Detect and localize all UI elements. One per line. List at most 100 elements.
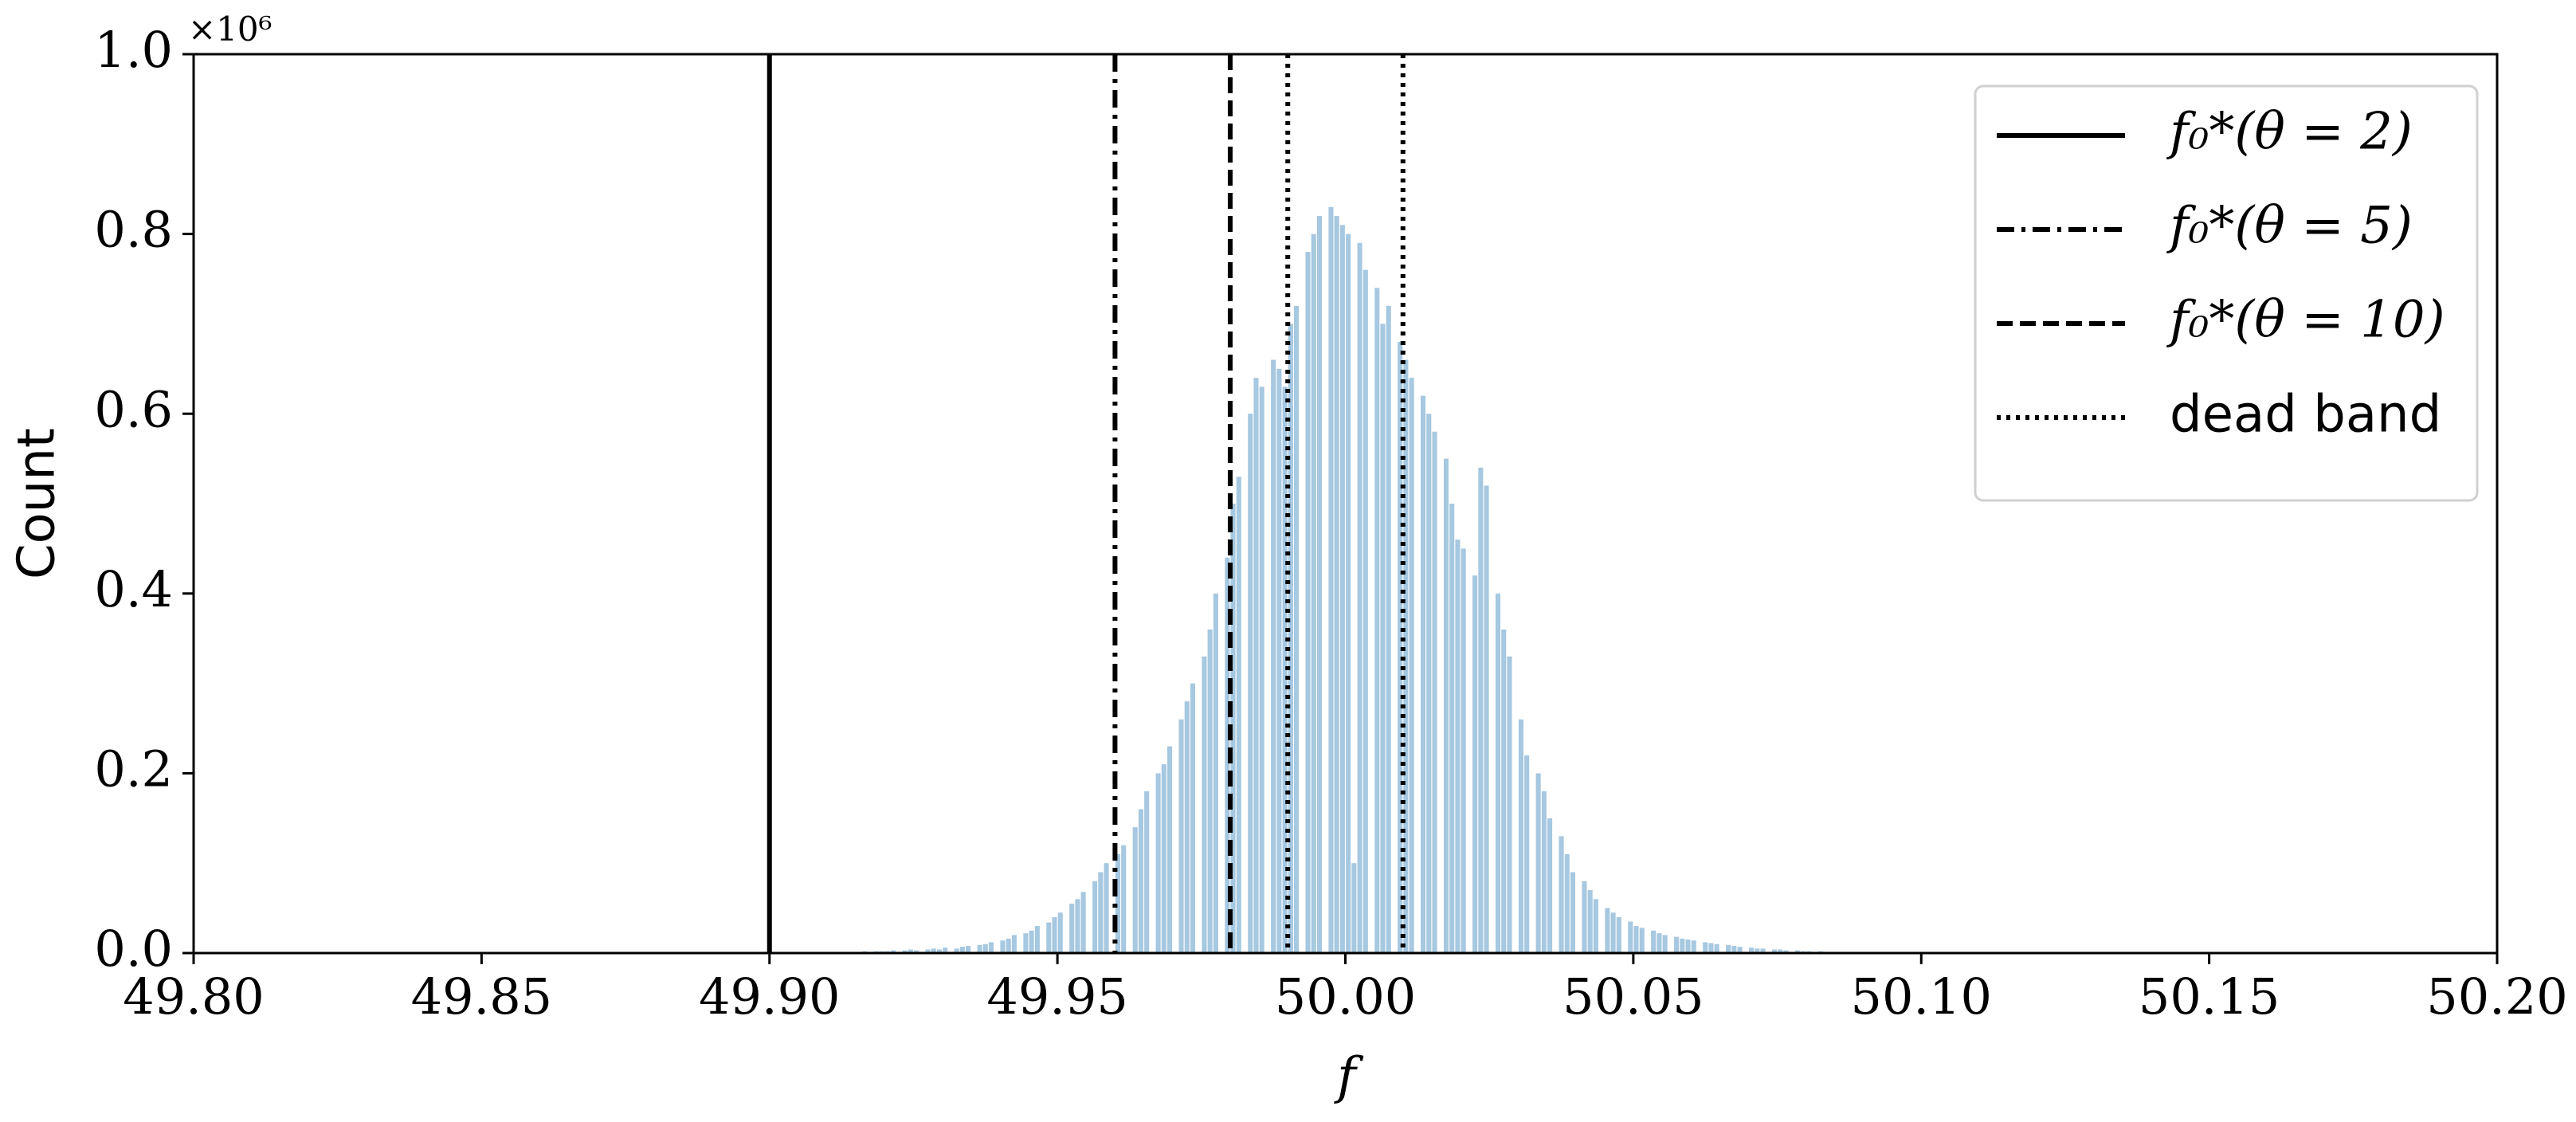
histogram-bar [1570,872,1576,953]
histogram-bar [1098,872,1104,953]
histogram-bar [1046,922,1052,953]
histogram-bar [1478,467,1484,953]
histogram-bar [1616,916,1621,953]
histogram-bar [1230,504,1236,953]
histogram-bar [1207,629,1213,953]
histogram-bar [1535,773,1541,953]
histogram-bar [1610,912,1616,953]
histogram-bar [1000,940,1006,953]
histogram-bar [1651,930,1657,953]
histogram-bar [1080,892,1086,953]
histogram-bar [1052,916,1057,953]
histogram-bar [1484,485,1489,953]
legend-box [1974,84,2479,502]
histogram-bar [931,948,936,953]
histogram-bar [1432,431,1437,953]
histogram-bar [1346,233,1351,954]
histogram-bar [1138,809,1143,953]
histogram-bar [1495,593,1501,953]
histogram-bar [1783,950,1789,953]
histogram-bar [1259,386,1264,953]
y-multiplier: ×10⁶ [188,10,272,49]
y-tick-label: 0.2 [94,740,173,798]
x-tick-label: 50.10 [1851,967,1993,1026]
histogram-bar [1680,938,1685,953]
histogram-bar [1334,216,1339,953]
histogram-bar [1455,539,1461,953]
histogram-bar [1282,386,1288,953]
histogram-bar [1167,746,1173,953]
histogram-bar [1294,305,1300,954]
histogram-bar [1628,921,1633,953]
histogram-bar [1703,942,1708,953]
histogram-bar [908,949,913,953]
histogram-bar [982,944,988,953]
histogram-bar [891,950,896,953]
histogram-bar [1357,242,1362,953]
histogram-bar [1559,836,1564,953]
histogram-bar [1213,593,1218,953]
x-tick-label: 50.05 [1562,967,1704,1026]
histogram-bar [1691,940,1696,953]
histogram-bar [1351,863,1357,953]
histogram-bar [1524,755,1530,953]
histogram-bar [1755,948,1760,953]
histogram-bar [1461,548,1466,953]
histogram-bar [1253,378,1259,954]
histogram-bar [1674,936,1680,953]
histogram-bar [1362,269,1368,954]
histogram-bar [1236,477,1241,953]
histogram-bar [1104,863,1109,953]
histogram-bar [1006,938,1011,953]
histogram-bar [1029,930,1034,953]
histogram-bar [1443,458,1449,953]
histogram-bar [1092,881,1098,953]
y-axis-label: Count [8,428,67,579]
histogram-bar [1426,414,1432,953]
histogram-bar [902,950,908,953]
histogram-bar [1708,943,1714,953]
histogram-bar [1507,656,1512,953]
histogram-bar [1288,324,1293,953]
histogram-bar [1639,928,1645,953]
histogram-bar [1161,764,1166,953]
x-tick-label: 49.85 [411,967,553,1026]
histogram-bar [1657,933,1662,953]
histogram-bar [1075,899,1080,953]
histogram-bar [1449,504,1455,953]
histogram-bar [1380,324,1386,953]
histogram-bar [1685,940,1691,953]
x-tick-label: 49.90 [699,967,841,1026]
histogram-bar [1501,629,1507,953]
legend-label: f₀*(θ = 5) [2166,197,2413,256]
histogram-bar [1662,935,1668,953]
histogram-bar [1714,944,1719,953]
histogram-bar [1760,948,1766,953]
histogram-bar [1737,947,1743,953]
histogram-bar [1034,926,1040,953]
histogram-bar [1144,790,1150,953]
histogram-bar [1726,944,1731,953]
histogram-bar [1339,225,1345,953]
x-tick-label: 50.00 [1275,967,1417,1026]
histogram-bar [1564,853,1570,953]
histogram-bar [1155,773,1161,953]
y-tick-label: 0.4 [94,560,173,618]
x-tick-label: 49.80 [123,967,265,1026]
histogram-bar [966,945,971,953]
histogram-bar [1794,950,1800,953]
histogram-bar [1518,719,1523,953]
histogram-bar [1541,790,1547,953]
histogram-bar [1374,288,1380,953]
histogram-bar [1749,947,1755,953]
histogram-bar [1771,949,1777,953]
histogram-bar [1472,575,1478,953]
histogram-bar [1386,305,1391,954]
histogram-bar [1421,395,1426,953]
histogram-bar [1731,945,1737,953]
x-axis-label: f [1334,1047,1364,1106]
x-tick-label: 50.15 [2139,967,2280,1026]
histogram-bar [1276,368,1282,953]
